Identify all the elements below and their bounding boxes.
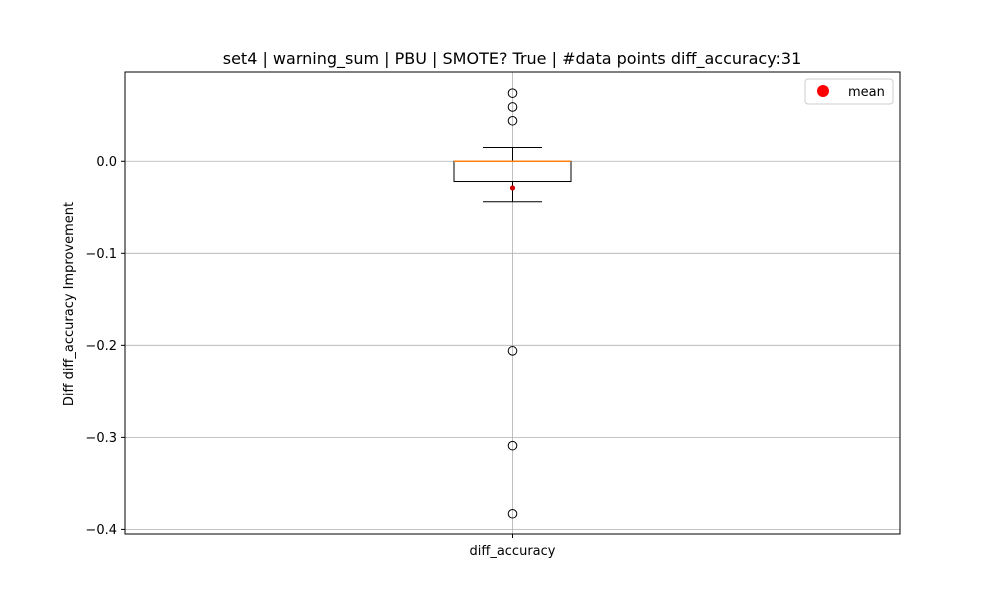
mean-point: [509, 185, 516, 191]
y-tick-label: −0.1: [85, 247, 117, 262]
x-tick-label: diff_accuracy: [470, 544, 556, 559]
plot-frame: [124, 71, 901, 535]
y-tick-label: −0.2: [85, 339, 117, 354]
y-tick-label: −0.4: [85, 523, 117, 538]
outlier-point: [507, 440, 518, 451]
outlier-point: [507, 115, 518, 126]
outlier-point: [507, 346, 518, 356]
outlier-point: [507, 88, 518, 98]
chart-title: set4 | warning_sum | PBU | SMOTE? True |…: [223, 49, 802, 69]
y-axis-label: Diff diff_accuracy Improvement: [62, 202, 77, 406]
legend-mean-label: mean: [848, 85, 885, 100]
axes: 0.0 −0.1 −0.2 −0.3 −0.4 diff_accuracy: [85, 71, 901, 559]
y-tick-label: 0.0: [96, 155, 117, 170]
legend: mean: [804, 78, 894, 105]
legend-mean-marker: [817, 85, 829, 97]
box-layer: [453, 88, 572, 519]
y-tick-label: −0.3: [85, 431, 117, 446]
outlier-point: [507, 508, 518, 519]
outlier-point: [507, 102, 518, 112]
legend-frame: [804, 78, 894, 105]
grid-lines: [125, 72, 900, 534]
